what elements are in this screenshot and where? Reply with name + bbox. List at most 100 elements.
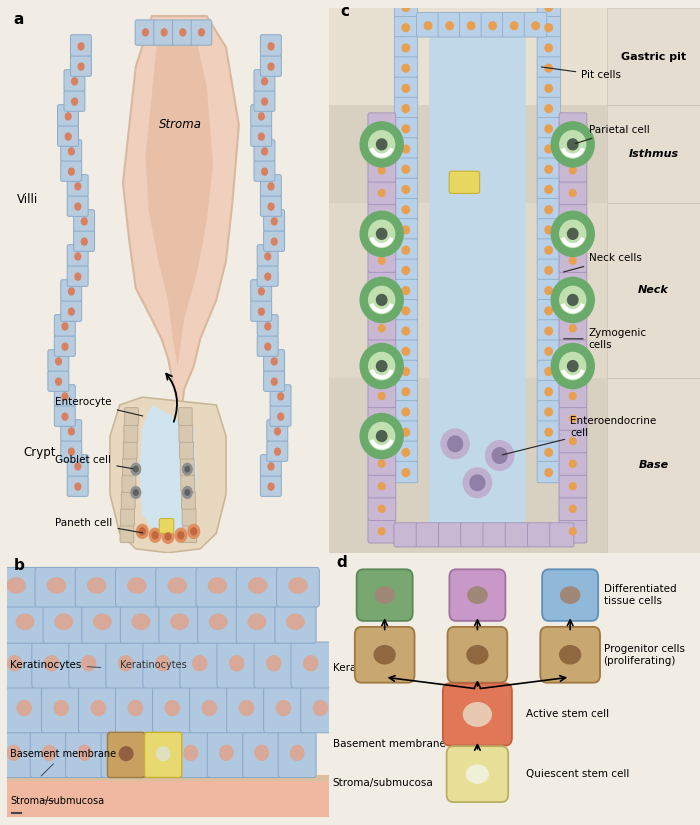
- Circle shape: [402, 328, 409, 335]
- FancyBboxPatch shape: [123, 441, 137, 459]
- FancyBboxPatch shape: [48, 350, 69, 371]
- FancyBboxPatch shape: [537, 138, 561, 159]
- Circle shape: [62, 343, 68, 350]
- FancyBboxPatch shape: [368, 203, 395, 227]
- FancyBboxPatch shape: [136, 732, 174, 777]
- Circle shape: [185, 490, 190, 495]
- FancyBboxPatch shape: [257, 245, 278, 266]
- Circle shape: [569, 302, 576, 309]
- Circle shape: [569, 280, 576, 287]
- FancyBboxPatch shape: [438, 523, 463, 547]
- FancyBboxPatch shape: [528, 523, 552, 547]
- Bar: [329, 203, 608, 378]
- Circle shape: [268, 463, 274, 470]
- Circle shape: [378, 144, 385, 151]
- Circle shape: [62, 393, 68, 400]
- Circle shape: [65, 133, 71, 140]
- Circle shape: [81, 238, 88, 245]
- FancyBboxPatch shape: [537, 219, 561, 240]
- Circle shape: [560, 220, 586, 248]
- Circle shape: [545, 408, 552, 416]
- FancyBboxPatch shape: [61, 420, 82, 441]
- Bar: [608, 378, 700, 553]
- Ellipse shape: [171, 614, 188, 629]
- FancyBboxPatch shape: [559, 203, 587, 227]
- Ellipse shape: [120, 747, 133, 761]
- Text: Differentiated
tissue cells: Differentiated tissue cells: [603, 584, 676, 606]
- FancyBboxPatch shape: [537, 199, 561, 219]
- Ellipse shape: [220, 745, 233, 761]
- FancyBboxPatch shape: [368, 338, 395, 362]
- Circle shape: [402, 24, 409, 31]
- Circle shape: [545, 347, 552, 356]
- Text: Paneth cell: Paneth cell: [55, 517, 143, 533]
- Circle shape: [560, 352, 586, 380]
- FancyBboxPatch shape: [172, 732, 210, 777]
- Ellipse shape: [202, 700, 216, 715]
- Circle shape: [545, 64, 552, 72]
- FancyBboxPatch shape: [116, 686, 155, 733]
- Circle shape: [402, 368, 409, 375]
- Ellipse shape: [287, 614, 304, 629]
- FancyBboxPatch shape: [55, 405, 76, 427]
- Circle shape: [136, 525, 148, 539]
- Ellipse shape: [289, 578, 307, 593]
- FancyBboxPatch shape: [537, 117, 561, 139]
- Ellipse shape: [7, 578, 25, 593]
- Circle shape: [183, 487, 192, 498]
- FancyBboxPatch shape: [276, 568, 319, 607]
- FancyBboxPatch shape: [559, 113, 587, 137]
- Ellipse shape: [276, 700, 290, 715]
- FancyBboxPatch shape: [537, 239, 561, 260]
- FancyBboxPatch shape: [394, 523, 418, 547]
- Text: Neck cells: Neck cells: [564, 253, 642, 272]
- Circle shape: [492, 448, 507, 464]
- Circle shape: [377, 431, 387, 441]
- Circle shape: [199, 29, 204, 35]
- Circle shape: [139, 528, 145, 535]
- Circle shape: [424, 21, 432, 30]
- Circle shape: [551, 343, 594, 389]
- Circle shape: [378, 528, 385, 535]
- FancyBboxPatch shape: [35, 568, 78, 607]
- FancyBboxPatch shape: [217, 642, 256, 688]
- Bar: [608, 203, 700, 378]
- Circle shape: [274, 428, 281, 435]
- Circle shape: [545, 428, 552, 436]
- FancyBboxPatch shape: [64, 69, 85, 91]
- FancyBboxPatch shape: [537, 361, 561, 382]
- Text: Keratinocytes: Keratinocytes: [120, 659, 186, 670]
- Ellipse shape: [468, 587, 487, 603]
- Circle shape: [161, 29, 167, 35]
- FancyBboxPatch shape: [260, 475, 281, 497]
- FancyBboxPatch shape: [537, 259, 561, 281]
- Circle shape: [165, 533, 171, 540]
- FancyBboxPatch shape: [57, 105, 78, 126]
- Ellipse shape: [155, 656, 169, 671]
- Circle shape: [569, 257, 576, 264]
- FancyBboxPatch shape: [559, 474, 587, 498]
- Circle shape: [378, 505, 385, 512]
- Text: Zymogenic
cells: Zymogenic cells: [564, 328, 647, 350]
- Circle shape: [569, 122, 576, 129]
- Circle shape: [378, 437, 385, 445]
- FancyBboxPatch shape: [559, 135, 587, 159]
- FancyBboxPatch shape: [416, 12, 439, 37]
- FancyBboxPatch shape: [559, 158, 587, 182]
- Circle shape: [402, 3, 409, 12]
- Ellipse shape: [248, 578, 267, 593]
- FancyBboxPatch shape: [394, 36, 418, 58]
- Circle shape: [62, 323, 68, 330]
- FancyBboxPatch shape: [78, 686, 118, 733]
- Circle shape: [272, 358, 277, 365]
- FancyBboxPatch shape: [394, 77, 418, 98]
- Text: Isthmus: Isthmus: [629, 149, 679, 159]
- Circle shape: [378, 167, 385, 174]
- FancyBboxPatch shape: [368, 158, 395, 182]
- FancyBboxPatch shape: [559, 429, 587, 453]
- FancyBboxPatch shape: [394, 199, 418, 219]
- FancyBboxPatch shape: [74, 210, 95, 231]
- FancyBboxPatch shape: [260, 35, 281, 56]
- Circle shape: [378, 190, 385, 196]
- Circle shape: [75, 183, 80, 190]
